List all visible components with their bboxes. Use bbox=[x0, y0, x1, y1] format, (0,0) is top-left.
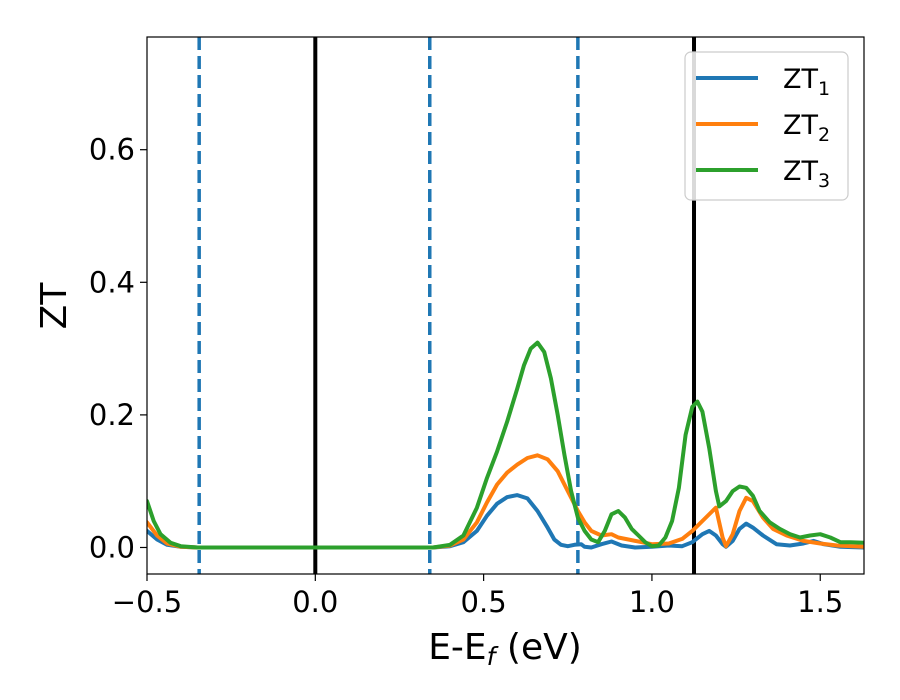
legend-box bbox=[684, 51, 849, 201]
legend-label-zt1: ZT1 bbox=[783, 64, 830, 100]
y-axis-label: ZT bbox=[34, 282, 75, 330]
data-series bbox=[147, 340, 864, 550]
legend: ZT1 ZT2 ZT3 bbox=[684, 51, 849, 201]
series-line-zt3 bbox=[147, 340, 864, 550]
legend-label-zt2: ZT2 bbox=[783, 110, 830, 146]
y-tick-label: 0.6 bbox=[89, 133, 135, 167]
series-line-zt1 bbox=[147, 493, 864, 550]
x-tick-label: −0.5 bbox=[112, 585, 182, 619]
y-tick-label: 0.4 bbox=[89, 265, 135, 299]
y-tick-label: 0.0 bbox=[89, 530, 135, 564]
plot-frame bbox=[146, 36, 865, 575]
x-tick-label: 1.0 bbox=[629, 585, 675, 619]
x-axis-label: E-Ef (eV) bbox=[428, 627, 582, 671]
series-line-zt2 bbox=[147, 453, 864, 550]
x-tick-label: 0.5 bbox=[461, 585, 507, 619]
y-axis-ticks: 0.0 0.2 0.4 0.6 bbox=[89, 133, 147, 564]
x-tick-label: 1.5 bbox=[797, 585, 843, 619]
legend-label-zt3: ZT3 bbox=[783, 156, 830, 192]
x-tick-label: 0.0 bbox=[292, 585, 338, 619]
vertical-marker-lines bbox=[197, 37, 697, 574]
x-axis-ticks: −0.5 0.0 0.5 1.0 1.5 bbox=[112, 574, 843, 619]
y-tick-label: 0.2 bbox=[89, 398, 135, 432]
